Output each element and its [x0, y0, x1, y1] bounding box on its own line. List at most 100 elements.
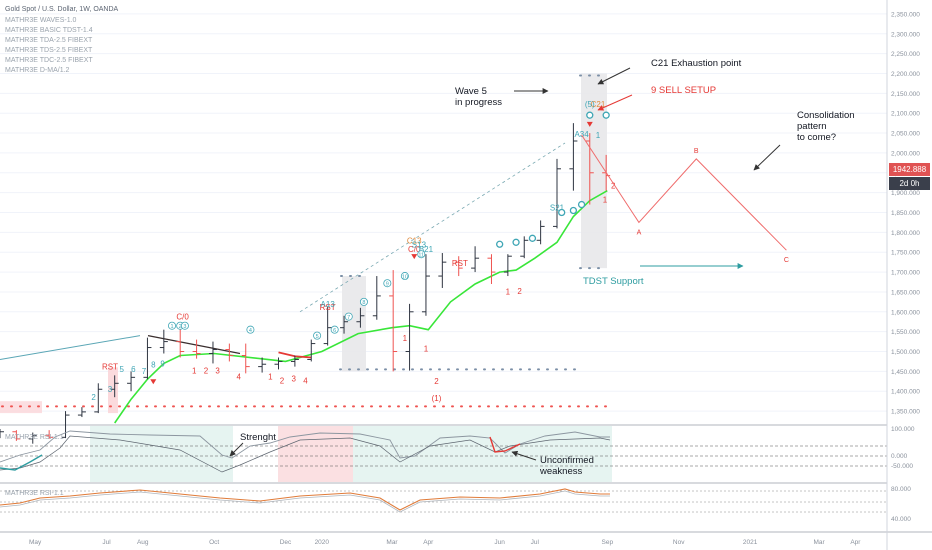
signal-circle [577, 200, 586, 209]
wave5-annotation-line2: in progress [455, 97, 502, 108]
trend-lines [0, 142, 566, 360]
count-label: 8 [151, 360, 156, 369]
wave-circle [246, 325, 255, 334]
ohlc-bar [94, 383, 103, 414]
trend-line [299, 142, 566, 313]
count-label: 2 [517, 287, 522, 296]
price-tick-label: 1,400.000 [891, 389, 920, 396]
candlestick-series [0, 123, 611, 444]
indicator-panels [0, 424, 932, 533]
ohlc-bar [274, 357, 283, 370]
time-tick-label: Jun [494, 539, 505, 546]
price-tick-label: 1,700.000 [891, 270, 920, 277]
count-label: C/0 [408, 245, 421, 254]
time-tick-label: Dec [280, 539, 292, 546]
price-tick-label: 1,450.000 [891, 369, 920, 376]
ohlc-bar [192, 339, 201, 359]
time-tick-label: Mar [814, 539, 826, 546]
wave-circle [417, 250, 426, 259]
ohlc-bar [77, 407, 86, 418]
consolidation-annotation-line2: pattern [797, 121, 827, 132]
ohlc-bar [454, 256, 463, 277]
count-label: RST [320, 303, 336, 312]
abc-projection: A B C [581, 134, 789, 264]
price-tick-label: 2,150.000 [891, 91, 920, 98]
ohlc-bar [340, 315, 349, 334]
signal-circle [569, 206, 578, 215]
time-axis[interactable]: May Jul Aug Oct Dec 2020 Mar Apr Jun Jul Sep Nov 202… [29, 539, 861, 546]
signal-circle [602, 111, 610, 119]
signal-circle [528, 234, 537, 242]
time-tick-label: Apr [423, 539, 434, 546]
sell-arrow-marker [150, 379, 157, 385]
ohlc-bar [110, 375, 119, 398]
trend-line [147, 335, 241, 355]
price-tick-label: 1,350.000 [891, 409, 920, 416]
ohlc-bar [258, 357, 267, 373]
rsi-lines [0, 430, 611, 513]
wave-circle-label: 1 [170, 324, 173, 330]
time-tick-label: Jul [102, 539, 111, 546]
ohlc-bar [356, 307, 365, 328]
price-tick-label: 2,250.000 [891, 51, 920, 58]
ohlc-bar [143, 337, 152, 380]
wave-circle-label: 11 [418, 253, 424, 259]
legend-indicator: MATHR3E TDA-2.5 FIBEXT [5, 37, 93, 44]
count-label: C/0 [176, 313, 189, 322]
count-label: A13 [321, 300, 336, 309]
signal-circle [496, 240, 504, 248]
rsi-tick-label: 40.000 [891, 516, 911, 523]
time-tick-label: 2021 [743, 539, 758, 546]
unconfirmed-annotation-line1: Unconfirmed [540, 455, 594, 466]
count-label: RST [452, 259, 468, 268]
wave-circle-label: 8 [362, 300, 365, 306]
ohlc-bar [471, 246, 480, 273]
wave-circle [400, 272, 409, 281]
wave-circle [344, 312, 353, 321]
signal-circle [586, 111, 594, 119]
ohlc-bar [61, 411, 70, 439]
signal-circle [512, 238, 520, 246]
time-tick-label: Nov [673, 539, 685, 546]
price-axis[interactable]: 1,350.000 1,400.000 1,450.000 1,500.000 1,55… [886, 0, 920, 550]
wave-circle [359, 297, 368, 306]
tdst-dotted-levels [1, 74, 611, 408]
count-label: S21 [550, 204, 565, 213]
price-grid [0, 13, 887, 412]
count-label: 2 [280, 376, 285, 385]
ohlc-bar [176, 328, 185, 358]
count-label: 1 [403, 334, 408, 343]
ohlc-bar [553, 158, 562, 229]
price-tick-label: 1,550.000 [891, 329, 920, 336]
wave-circle-label: 2 [179, 324, 182, 330]
count-label: 2 [434, 377, 439, 386]
count-label: 3 [108, 385, 113, 394]
consolidation-annotation-line1: Consolidation [797, 110, 855, 121]
sell-arrow [597, 94, 633, 111]
consolidation-arrow [753, 144, 781, 171]
rsi-line-teal [0, 454, 43, 471]
ohlc-bar [241, 343, 250, 374]
count-label: 1 [603, 196, 608, 205]
price-tick-label: 1,800.000 [891, 230, 920, 237]
price-tick-label: 1,900.000 [891, 190, 920, 197]
rsi-lower-orange [0, 488, 610, 511]
ohlc-bar [421, 254, 430, 316]
rsi-tick-label: -50.000 [891, 463, 913, 470]
count-label: 2 [611, 182, 616, 191]
time-tick-label: 2020 [315, 539, 330, 546]
rsi-upper-bg-red [278, 426, 353, 482]
ohlc-bar [389, 270, 398, 372]
tdst-support-annotation: TDST Support [583, 276, 644, 287]
ohlc-bar [405, 303, 414, 371]
price-tick-label: 1,650.000 [891, 289, 920, 296]
projection-label: C [784, 257, 789, 264]
count-label: 3 [215, 366, 220, 375]
count-label: 4 [236, 372, 241, 381]
count-label: 1 [596, 131, 601, 140]
time-tick-label: Mar [386, 539, 398, 546]
ohlc-bar [127, 371, 136, 392]
timeframe-badge: 2d 0h [889, 177, 930, 190]
